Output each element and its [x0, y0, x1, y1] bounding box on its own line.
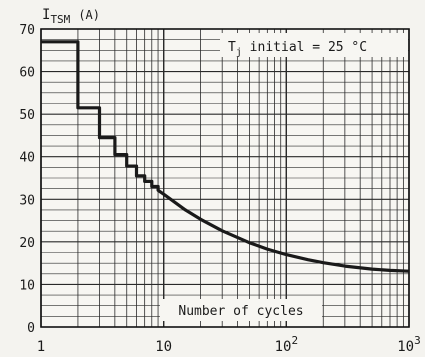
y-tick-label: 30	[19, 193, 35, 208]
y-tick-label: 70	[19, 23, 35, 38]
y-axis-label-unit: (A)	[78, 8, 100, 22]
annotation-main: T	[228, 40, 236, 55]
y-tick-label: 0	[27, 321, 35, 336]
plot-frame	[40, 28, 410, 328]
x-tick-label: 1	[37, 339, 45, 355]
annotation-rest: initial = 25 °C	[242, 40, 367, 55]
x-tick-label: 102	[275, 334, 298, 355]
y-axis-label-sub: TSM	[50, 13, 70, 26]
x-tick-label: 10	[155, 339, 172, 355]
y-axis-label-main: I	[42, 7, 50, 23]
x-tick-base: 10	[275, 339, 292, 355]
x-tick-base: 10	[155, 339, 172, 355]
y-tick-label: 60	[19, 66, 35, 81]
annotation-sub: j	[236, 47, 242, 58]
x-tick-base: 1	[37, 339, 45, 355]
y-axis-label: ITSM (A)	[42, 7, 100, 26]
x-tick-exponent: 3	[414, 334, 421, 347]
annotation-background	[220, 33, 408, 57]
y-tick-label: 50	[19, 108, 35, 123]
y-tick-label: 20	[19, 236, 35, 251]
x-tick-base: 10	[397, 339, 414, 355]
temperature-annotation: Tj initial = 25 °C	[228, 40, 367, 58]
x-tick-exponent: 2	[291, 334, 298, 347]
xlabel-background	[160, 299, 322, 321]
y-tick-label: 40	[19, 151, 35, 166]
surge-current-curve	[41, 40, 410, 273]
x-tick-label: 103	[397, 334, 420, 355]
x-axis-label: Number of cycles	[178, 304, 303, 319]
y-tick-label: 10	[19, 278, 35, 293]
